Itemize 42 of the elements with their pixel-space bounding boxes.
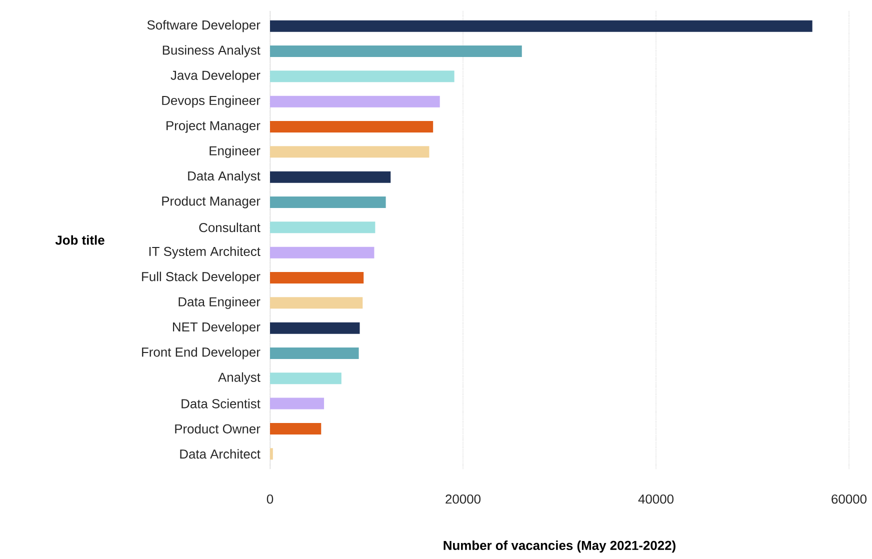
bar xyxy=(270,96,440,108)
bar xyxy=(270,171,391,183)
y-tick-label: Product Owner xyxy=(175,424,260,434)
bar xyxy=(270,322,360,334)
x-tick-label: 20000 xyxy=(446,494,481,504)
y-axis-title: Job title xyxy=(55,235,104,245)
y-tick-label: Data Architect xyxy=(180,449,260,459)
y-tick-label: Engineer xyxy=(210,146,260,158)
bar xyxy=(270,222,376,234)
bar xyxy=(270,70,454,82)
y-tick-label: Data Scientist xyxy=(182,398,260,408)
y-tick-label: Data Analyst xyxy=(188,171,260,184)
y-tick-label: IT System Architect xyxy=(149,246,260,259)
y-tick-label: Business Analyst xyxy=(162,45,260,58)
bar xyxy=(270,246,374,258)
y-tick-label: Analyst xyxy=(218,372,260,384)
y-tick-label: Devops Engineer xyxy=(162,96,260,108)
y-tick-label: NET Developer xyxy=(173,322,260,334)
y-tick-label: Front End Developer xyxy=(142,347,260,360)
bar xyxy=(270,372,342,384)
bar xyxy=(270,398,324,410)
x-tick-label: 60000 xyxy=(832,494,867,504)
x-axis-title: Number of vacancies (May 2021-2022) xyxy=(444,540,676,553)
bar xyxy=(270,422,322,434)
y-tick-label: Software Developer xyxy=(147,20,260,32)
bar xyxy=(270,272,364,284)
y-tick-label: Product Manager xyxy=(162,196,260,208)
y-tick-label: Project Manager xyxy=(166,120,260,133)
bar xyxy=(270,146,430,158)
y-tick-label: Data Engineer xyxy=(178,296,260,309)
bar xyxy=(270,46,522,58)
y-tick-label: Full Stack Developer xyxy=(142,272,260,284)
y-tick-label: Consultant xyxy=(199,222,260,232)
bar xyxy=(270,347,359,359)
bar xyxy=(270,297,363,309)
bar xyxy=(270,20,812,32)
x-tick-label: 0 xyxy=(266,494,274,504)
bar xyxy=(270,448,273,460)
bar xyxy=(270,196,386,208)
x-tick-label: 40000 xyxy=(638,494,674,504)
y-tick-label: Java Developer xyxy=(170,70,260,82)
bar xyxy=(270,121,434,132)
